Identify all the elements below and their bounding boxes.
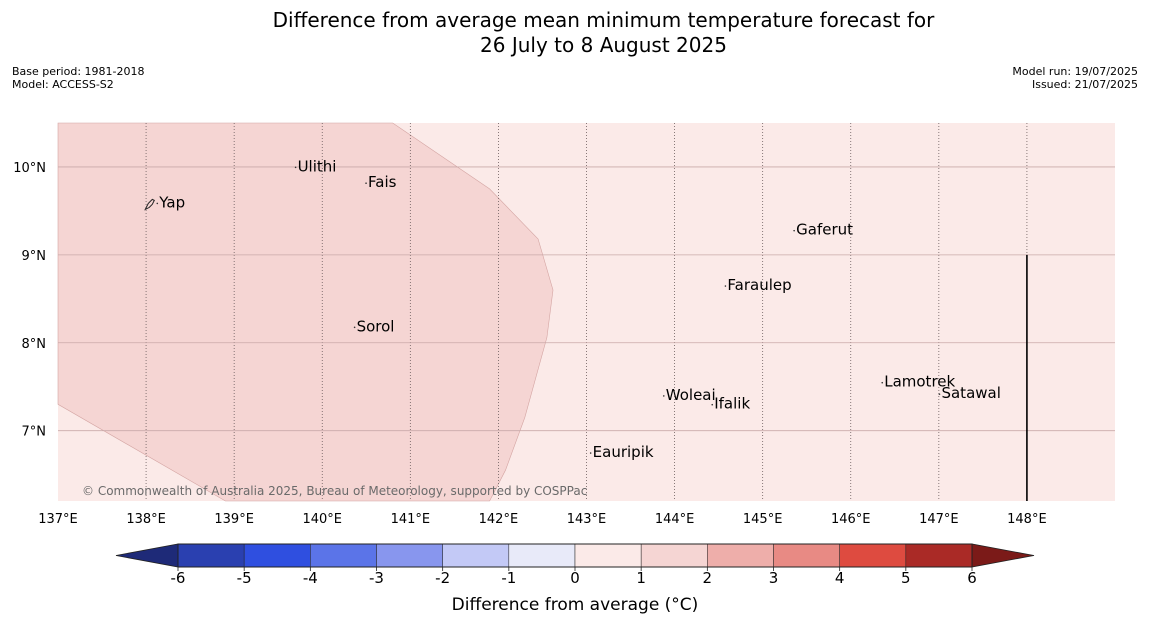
place-label: Satawal bbox=[941, 384, 1000, 402]
longitude-label: 137°E bbox=[38, 512, 78, 527]
island-dot bbox=[589, 452, 592, 454]
colorbar-segment bbox=[177, 543, 245, 568]
longitude-label: 139°E bbox=[214, 512, 254, 527]
island-dot bbox=[881, 381, 884, 384]
colorbar-segment bbox=[839, 543, 907, 568]
island-dot bbox=[156, 202, 159, 205]
colorbar-tick-labels: -6 -5 -4 -3 -2 -1 0 1 2 3 4 5 6 bbox=[171, 567, 977, 587]
longitude-label: 147°E bbox=[919, 512, 959, 527]
colorbar-tick-label: -6 bbox=[171, 569, 186, 587]
yap-island-shape bbox=[144, 198, 155, 211]
base-period-text: Base period: 1981-2018 bbox=[12, 65, 145, 78]
latitude-label: 8°N bbox=[22, 337, 47, 352]
place-label: Ifalik bbox=[714, 395, 750, 413]
island-dot bbox=[793, 229, 795, 232]
colorbar-segment bbox=[640, 543, 708, 568]
place-label: Fais bbox=[368, 173, 397, 191]
longitude-label: 138°E bbox=[126, 512, 166, 527]
colorbar-segment bbox=[310, 543, 377, 568]
colorbar-tick-label: 1 bbox=[636, 569, 646, 587]
latitude-label: 7°N bbox=[22, 425, 47, 440]
copyright-text: © Commonwealth of Australia 2025, Bureau… bbox=[82, 484, 587, 498]
colorbar-tick-label: -3 bbox=[369, 569, 384, 587]
colorbar-segment bbox=[376, 543, 443, 568]
longitude-label: 144°E bbox=[655, 512, 695, 527]
latitude-label: 10°N bbox=[13, 161, 46, 176]
island-dot bbox=[711, 403, 714, 406]
colorbar-tick-label: 2 bbox=[703, 569, 713, 587]
colorbar-tick-label: 5 bbox=[901, 569, 911, 587]
longitude-label: 146°E bbox=[831, 512, 871, 527]
place-label: Eauripik bbox=[593, 443, 654, 461]
issued-date-text: Issued: 21/07/2025 bbox=[1031, 78, 1138, 91]
place-label: Gaferut bbox=[796, 221, 853, 239]
forecast-map: Yap Ulithi Fais Sorol Gaferut Faraulep WoleaiI… bbox=[13, 122, 1115, 527]
colorbar-over-arrow bbox=[971, 543, 1035, 568]
place-label: Woleai bbox=[666, 386, 716, 404]
latitude-label: 9°N bbox=[22, 249, 47, 264]
run-info: Model run: 19/07/2025 Issued: 21/07/2025 bbox=[1012, 65, 1138, 91]
colorbar-segment bbox=[508, 543, 576, 568]
colorbar-tick-label: -2 bbox=[435, 569, 450, 587]
longitude-tick-labels: 137°E 138°E 139°E 140°E 141°E 142°E 143°E 144°E… bbox=[38, 512, 1046, 527]
place-label: Ulithi bbox=[298, 157, 337, 175]
place-label: Yap bbox=[158, 193, 185, 211]
colorbar-tick-label: -5 bbox=[237, 569, 252, 587]
island-dot bbox=[724, 285, 727, 287]
colorbar-frame bbox=[177, 543, 973, 568]
island-dot bbox=[662, 395, 665, 397]
longitude-label: 140°E bbox=[302, 512, 342, 527]
latitude-tick-labels: 10°N 9°N 8°N 7°N bbox=[13, 161, 46, 440]
place-labels: Yap Ulithi Fais Sorol Gaferut Faraulep WoleaiI… bbox=[156, 157, 1001, 461]
chart-title: Difference from average mean minimum tem… bbox=[0, 8, 1150, 58]
chart-title-line-2: 26 July to 8 August 2025 bbox=[480, 33, 727, 57]
model-run-text: Model run: 19/07/2025 bbox=[1012, 65, 1138, 78]
colorbar-segment bbox=[574, 543, 642, 568]
longitude-label: 141°E bbox=[391, 512, 431, 527]
place-label: Sorol bbox=[357, 317, 395, 335]
colorbar-tick-label: 3 bbox=[769, 569, 779, 587]
island-dot bbox=[365, 182, 367, 184]
colorbar-segments bbox=[115, 543, 1035, 568]
colorbar-tick-label: -1 bbox=[501, 569, 516, 587]
island-dot bbox=[294, 166, 297, 169]
longitude-label: 145°E bbox=[743, 512, 783, 527]
colorbar-tick-label: 4 bbox=[835, 569, 845, 587]
warm-anomaly-region bbox=[57, 122, 554, 502]
model-info: Base period: 1981-2018 Model: ACCESS-S2 bbox=[12, 65, 144, 91]
model-name-text: Model: ACCESS-S2 bbox=[12, 78, 114, 91]
longitude-label: 143°E bbox=[567, 512, 607, 527]
island-dot bbox=[938, 393, 941, 395]
colorbar-tick-label: 0 bbox=[570, 569, 580, 587]
colorbar-title: Difference from average (°C) bbox=[451, 595, 699, 615]
colorbar-under-arrow bbox=[115, 543, 179, 568]
yap-island-outline bbox=[144, 198, 155, 211]
place-label: Lamotrek bbox=[884, 373, 955, 391]
colorbar-segment bbox=[707, 543, 774, 568]
colorbar-segment bbox=[773, 543, 840, 568]
colorbar-tick-label: 6 bbox=[967, 569, 977, 587]
chart-title-line-1: Difference from average mean minimum tem… bbox=[272, 8, 935, 32]
place-label: Faraulep bbox=[727, 276, 791, 294]
colorbar-segment bbox=[243, 543, 311, 568]
colorbar-segment bbox=[905, 543, 973, 568]
longitude-label: 148°E bbox=[1007, 512, 1047, 527]
island-dot bbox=[353, 326, 356, 329]
colorbar-tick-label: -4 bbox=[303, 569, 318, 587]
longitude-label: 142°E bbox=[479, 512, 519, 527]
colorbar-segment bbox=[442, 543, 510, 568]
